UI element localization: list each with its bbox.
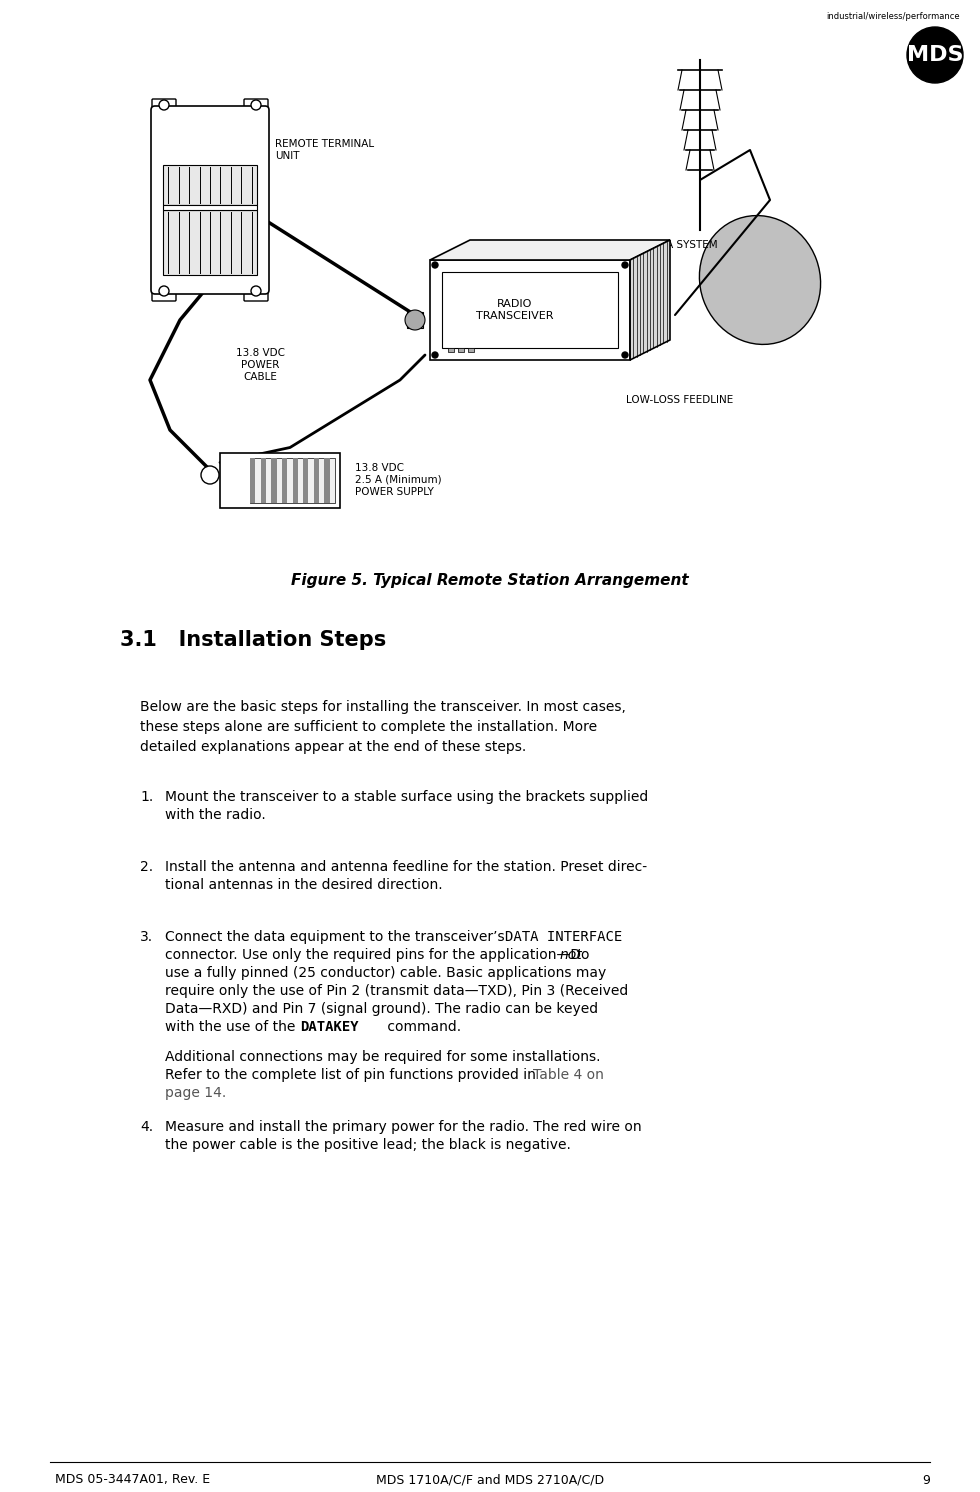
- Text: Below are the basic steps for installing the transceiver. In most cases,: Below are the basic steps for installing…: [140, 700, 626, 715]
- Bar: [163, 210, 257, 275]
- Circle shape: [405, 310, 425, 330]
- Text: 3.1   Installation Steps: 3.1 Installation Steps: [120, 630, 386, 651]
- Text: DATAKEY: DATAKEY: [300, 1021, 359, 1034]
- Circle shape: [159, 100, 169, 110]
- Text: the power cable is the positive lead; the black is negative.: the power cable is the positive lead; th…: [165, 1138, 571, 1152]
- Circle shape: [432, 352, 438, 358]
- FancyBboxPatch shape: [152, 280, 176, 301]
- Text: with the use of the: with the use of the: [165, 1021, 300, 1034]
- Text: Table 4 on: Table 4 on: [533, 1068, 604, 1082]
- FancyBboxPatch shape: [152, 98, 176, 119]
- Polygon shape: [430, 240, 670, 260]
- Bar: [430, 260, 630, 360]
- Text: Refer to the complete list of pin functions provided in: Refer to the complete list of pin functi…: [165, 1068, 540, 1082]
- Bar: [442, 272, 618, 348]
- Text: Figure 5. Typical Remote Station Arrangement: Figure 5. Typical Remote Station Arrange…: [291, 573, 689, 588]
- Text: 1.: 1.: [140, 789, 153, 804]
- Text: DATA INTERFACE: DATA INTERFACE: [505, 930, 622, 944]
- Bar: [261, 458, 266, 503]
- Bar: [292, 458, 298, 503]
- Bar: [303, 458, 309, 503]
- Text: 2.: 2.: [140, 859, 153, 874]
- Circle shape: [432, 263, 438, 269]
- Text: REMOTE TERMINAL
UNIT: REMOTE TERMINAL UNIT: [275, 139, 374, 161]
- Text: ANTENNA SYSTEM: ANTENNA SYSTEM: [622, 240, 717, 251]
- Text: Install the antenna and antenna feedline for the station. Preset direc-: Install the antenna and antenna feedline…: [165, 859, 647, 874]
- Text: Data—RXD) and Pin 7 (signal ground). The radio can be keyed: Data—RXD) and Pin 7 (signal ground). The…: [165, 1003, 598, 1016]
- Text: MDS 1710A/C/F and MDS 2710A/C/D: MDS 1710A/C/F and MDS 2710A/C/D: [376, 1474, 604, 1486]
- Bar: [220, 452, 340, 507]
- FancyBboxPatch shape: [151, 106, 269, 294]
- Circle shape: [201, 466, 219, 483]
- Bar: [250, 458, 335, 503]
- Text: Connect the data equipment to the transceiver’s: Connect the data equipment to the transc…: [165, 930, 509, 944]
- Bar: [250, 458, 256, 503]
- Text: 13.8 VDC
POWER
CABLE: 13.8 VDC POWER CABLE: [235, 349, 284, 382]
- Text: use a fully pinned (25 conductor) cable. Basic applications may: use a fully pinned (25 conductor) cable.…: [165, 965, 607, 980]
- Polygon shape: [630, 240, 670, 360]
- Text: command.: command.: [383, 1021, 462, 1034]
- Bar: [271, 458, 276, 503]
- Bar: [163, 166, 257, 204]
- Text: require only the use of Pin 2 (transmit data—TXD), Pin 3 (Received: require only the use of Pin 2 (transmit …: [165, 985, 628, 998]
- Circle shape: [251, 286, 261, 295]
- Text: tional antennas in the desired direction.: tional antennas in the desired direction…: [165, 877, 443, 892]
- FancyBboxPatch shape: [244, 98, 268, 119]
- Text: LOW-LOSS FEEDLINE: LOW-LOSS FEEDLINE: [626, 395, 734, 404]
- Text: Additional connections may be required for some installations.: Additional connections may be required f…: [165, 1050, 601, 1064]
- Text: industrial/wireless/performance: industrial/wireless/performance: [826, 12, 960, 21]
- Bar: [458, 348, 464, 352]
- Circle shape: [907, 27, 963, 84]
- Circle shape: [622, 352, 628, 358]
- Text: RADIO
TRANSCEIVER: RADIO TRANSCEIVER: [476, 300, 554, 321]
- Text: not: not: [560, 947, 583, 962]
- Text: 13.8 VDC
2.5 A (Minimum)
POWER SUPPLY: 13.8 VDC 2.5 A (Minimum) POWER SUPPLY: [355, 464, 442, 497]
- Bar: [468, 348, 474, 352]
- Bar: [448, 348, 454, 352]
- Circle shape: [159, 286, 169, 295]
- Bar: [282, 458, 287, 503]
- Circle shape: [622, 263, 628, 269]
- Text: 3.: 3.: [140, 930, 153, 944]
- Ellipse shape: [700, 215, 820, 345]
- FancyBboxPatch shape: [244, 280, 268, 301]
- Circle shape: [251, 100, 261, 110]
- Text: with the radio.: with the radio.: [165, 809, 266, 822]
- Text: these steps alone are sufficient to complete the installation. More: these steps alone are sufficient to comp…: [140, 721, 597, 734]
- Text: 4.: 4.: [140, 1120, 153, 1134]
- Text: 9: 9: [922, 1474, 930, 1486]
- Bar: [407, 312, 423, 328]
- Bar: [324, 458, 329, 503]
- Text: detailed explanations appear at the end of these steps.: detailed explanations appear at the end …: [140, 740, 526, 753]
- Bar: [314, 458, 319, 503]
- Text: connector. Use only the required pins for the application—Do: connector. Use only the required pins fo…: [165, 947, 594, 962]
- Bar: [163, 204, 257, 210]
- Text: MDS 05-3447A01, Rev. E: MDS 05-3447A01, Rev. E: [55, 1474, 210, 1486]
- Text: page 14.: page 14.: [165, 1086, 226, 1100]
- Text: Measure and install the primary power for the radio. The red wire on: Measure and install the primary power fo…: [165, 1120, 642, 1134]
- Text: MDS: MDS: [906, 45, 963, 66]
- Text: Mount the transceiver to a stable surface using the brackets supplied: Mount the transceiver to a stable surfac…: [165, 789, 648, 804]
